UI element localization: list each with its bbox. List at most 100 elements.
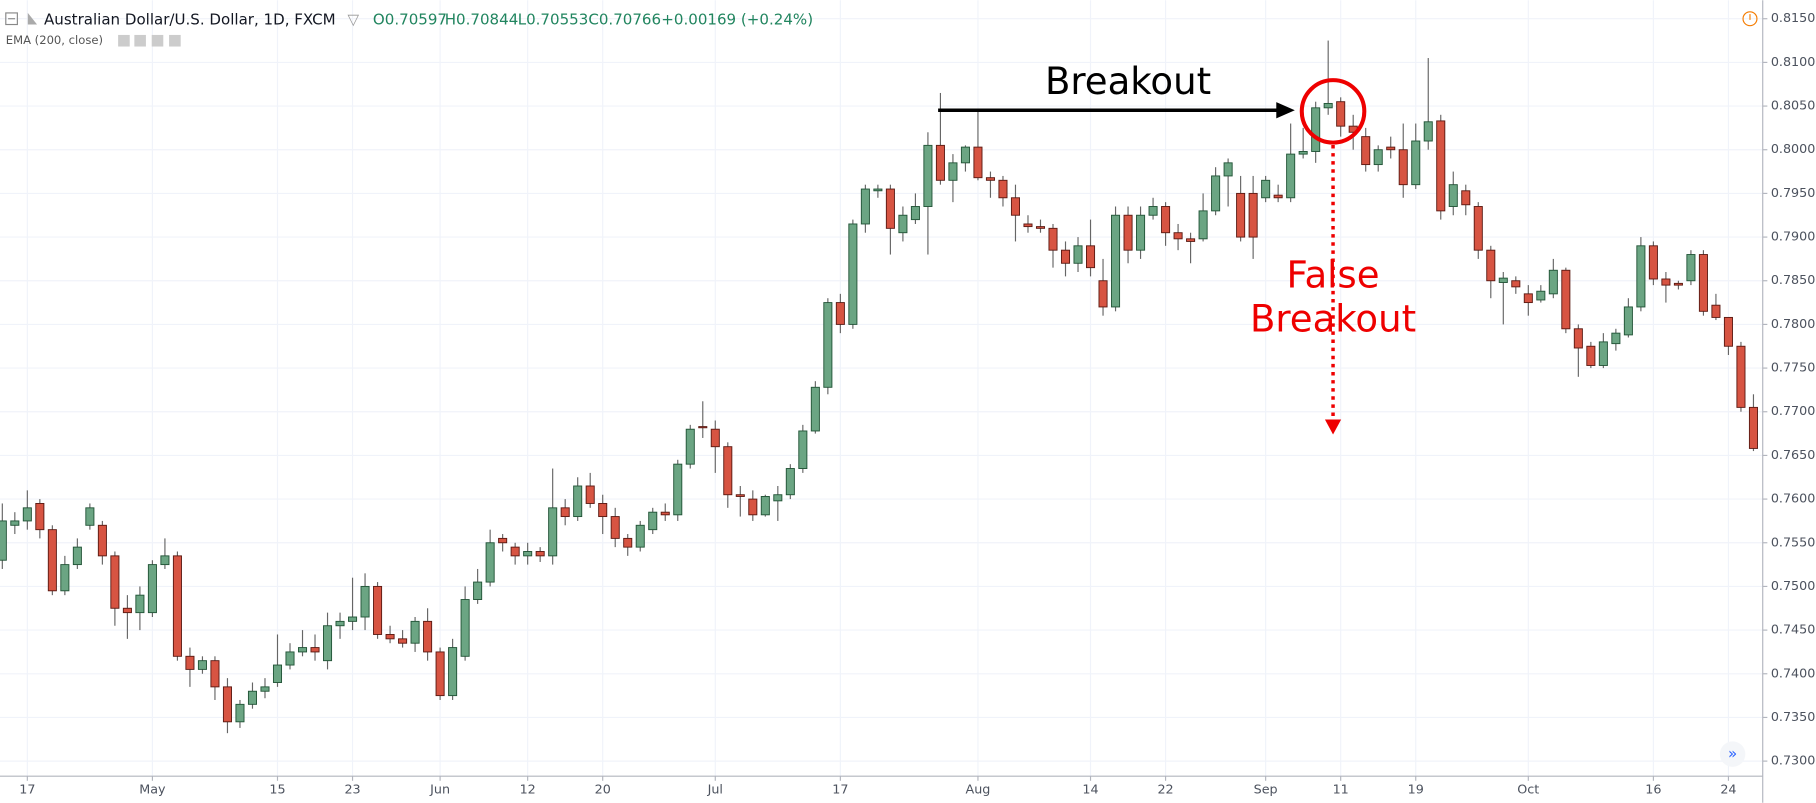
x-tick-label: Oct bbox=[1517, 783, 1539, 798]
legend-high: H0.70844 bbox=[445, 10, 519, 28]
candle-body bbox=[1461, 190, 1471, 206]
candle-body bbox=[710, 428, 720, 448]
candle-body bbox=[435, 651, 445, 697]
candle-body bbox=[873, 188, 883, 192]
candle-body bbox=[835, 302, 845, 325]
candle-body bbox=[648, 511, 658, 531]
candle-body bbox=[423, 620, 433, 653]
candle-body bbox=[197, 660, 207, 670]
indicator-button[interactable] bbox=[134, 34, 146, 47]
x-tick-label: Sep bbox=[1254, 783, 1278, 798]
candle-body bbox=[398, 638, 408, 644]
candle-body bbox=[1423, 121, 1433, 142]
candle-body bbox=[272, 664, 283, 683]
annotation-breakout: Breakout bbox=[1045, 60, 1211, 103]
candle-body bbox=[1611, 332, 1621, 345]
x-tick-label: 20 bbox=[595, 783, 611, 798]
legend-change: +0.00169 (+0.24%) bbox=[661, 10, 813, 28]
candle-body bbox=[1261, 179, 1271, 199]
legend-close: C0.70766 bbox=[588, 10, 661, 28]
candle-body bbox=[1586, 345, 1596, 366]
candle-body bbox=[723, 446, 733, 496]
x-tick-label: 23 bbox=[344, 783, 360, 798]
candle-body bbox=[22, 507, 32, 522]
x-tick-label: 19 bbox=[1408, 783, 1424, 798]
candle-body bbox=[735, 494, 745, 497]
collapse-icon[interactable] bbox=[5, 12, 18, 26]
candle-body bbox=[348, 616, 358, 622]
candle-body bbox=[1523, 293, 1533, 304]
false-breakout-arrowhead bbox=[1324, 419, 1342, 435]
indicator-button[interactable] bbox=[169, 34, 181, 47]
annotation-false-breakout: Breakout bbox=[1250, 298, 1416, 341]
x-tick-label: 22 bbox=[1157, 783, 1173, 798]
candle-body bbox=[1223, 162, 1233, 177]
candle-body bbox=[1436, 120, 1446, 212]
x-tick-label: 14 bbox=[1082, 783, 1098, 798]
candle-body bbox=[898, 214, 908, 234]
indicator-buttons bbox=[118, 34, 181, 47]
indicator-button[interactable] bbox=[118, 34, 130, 47]
candle-body bbox=[1623, 306, 1633, 336]
candle-body bbox=[1411, 140, 1421, 186]
scroll-button[interactable] bbox=[1719, 741, 1746, 767]
alert-icon[interactable] bbox=[1742, 11, 1758, 27]
candle-body bbox=[360, 585, 370, 618]
candle-body bbox=[448, 647, 458, 697]
candle-body bbox=[1648, 245, 1658, 280]
indicator-button[interactable] bbox=[151, 34, 164, 47]
candle-body bbox=[573, 485, 583, 518]
candle-body bbox=[1598, 341, 1608, 366]
candle-body bbox=[923, 144, 933, 207]
candle-body bbox=[635, 524, 645, 548]
highlight-circle bbox=[1299, 78, 1367, 145]
candle-body bbox=[998, 179, 1008, 199]
candle-body bbox=[285, 651, 295, 666]
candle-body bbox=[247, 690, 257, 705]
candle-body bbox=[1248, 192, 1258, 238]
candle-body bbox=[1661, 278, 1671, 286]
candle-body bbox=[373, 585, 383, 635]
candle-body bbox=[748, 498, 758, 516]
candle-body bbox=[1698, 254, 1708, 312]
candle-body bbox=[798, 430, 808, 469]
candle-body bbox=[97, 524, 107, 557]
candle-body bbox=[222, 686, 232, 723]
breakout-arrowhead bbox=[1276, 102, 1295, 119]
annotation-false: False bbox=[1287, 253, 1380, 296]
candle-body bbox=[623, 537, 633, 548]
candle-body bbox=[335, 620, 345, 627]
candle-body bbox=[610, 516, 620, 539]
candle-body bbox=[685, 428, 695, 465]
candle-body bbox=[1073, 245, 1083, 264]
candle-body bbox=[698, 426, 708, 429]
candle-body bbox=[960, 146, 970, 164]
candle-body bbox=[1286, 153, 1296, 199]
dropdown-icon[interactable]: ▽ bbox=[347, 10, 359, 28]
candle-body bbox=[1361, 136, 1371, 166]
candle-body bbox=[1186, 238, 1196, 242]
legend-open: O0.70597 bbox=[373, 10, 447, 28]
candle-body bbox=[135, 594, 145, 614]
x-tick-label: 11 bbox=[1333, 783, 1349, 798]
candle-body bbox=[85, 507, 95, 526]
candle-body bbox=[885, 188, 895, 229]
x-tick-label: 17 bbox=[19, 783, 35, 798]
candle-body bbox=[110, 555, 120, 609]
x-tick-label: 17 bbox=[832, 783, 848, 798]
x-tick-label: 15 bbox=[269, 783, 285, 798]
candle-body bbox=[1748, 406, 1758, 449]
candle-body bbox=[1086, 245, 1096, 269]
candle-body bbox=[1136, 214, 1146, 251]
candle-body bbox=[935, 144, 945, 181]
